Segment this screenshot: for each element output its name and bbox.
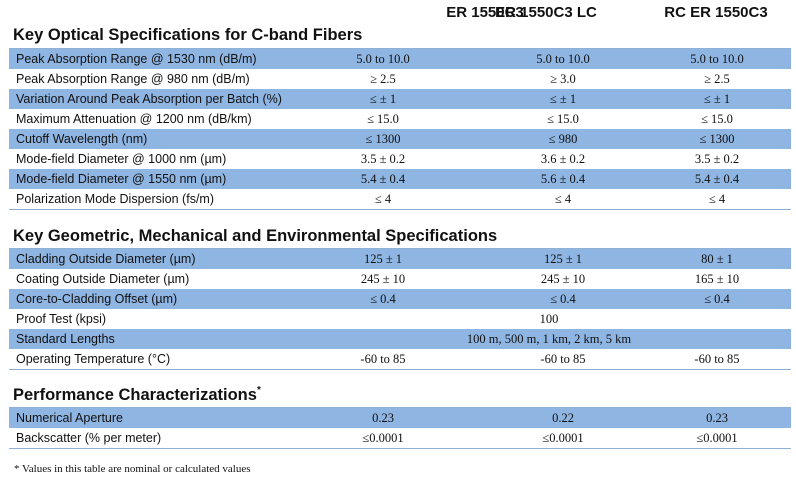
- cell-rc-er: ≤ ± 1: [703, 92, 731, 106]
- cell-er-lc: ≤ 15.0: [547, 112, 579, 126]
- cell-er: ≥ 2.5: [370, 72, 396, 86]
- cell-er-lc: 245 ± 10: [540, 272, 586, 286]
- table-row: Backscatter (% per meter) ≤0.0001 ≤0.000…: [9, 428, 791, 449]
- cell-er-lc: ≤0.0001: [542, 431, 584, 445]
- cell-er: 245 ± 10: [360, 272, 406, 286]
- row-label: Proof Test (kpsi): [16, 312, 107, 326]
- cell-er-lc: ≤ 4: [554, 192, 572, 206]
- cell-rc-er: 0.23: [706, 411, 728, 425]
- row-label: Peak Absorption Range @ 980 nm (dB/m): [16, 72, 250, 86]
- cell-er-lc: 0.22: [552, 411, 574, 425]
- cell-er-lc: 5.6 ± 0.4: [540, 172, 586, 186]
- cell-er-lc: -60 to 85: [540, 352, 586, 366]
- cell-er-lc: ≥ 3.0: [550, 72, 576, 86]
- table-row: Cladding Outside Diameter (µm) 125 ± 1 1…: [9, 249, 791, 270]
- cell-er-lc: 3.6 ± 0.2: [540, 152, 586, 166]
- table-divider: [9, 407, 791, 408]
- row-label: Cutoff Wavelength (nm): [16, 132, 148, 146]
- row-label: Cladding Outside Diameter (µm): [16, 252, 196, 266]
- section-title-performance: Performance Characterizations*: [13, 385, 261, 405]
- cell-er-lc: 5.0 to 10.0: [536, 52, 590, 66]
- table-row: Core-to-Cladding Offset (µm) ≤ 0.4 ≤ 0.4…: [9, 289, 791, 310]
- table-row: Standard Lengths 100 m, 500 m, 1 km, 2 k…: [9, 329, 791, 350]
- row-label: Standard Lengths: [16, 332, 115, 346]
- table-row: Peak Absorption Range @ 980 nm (dB/m) ≥ …: [9, 69, 791, 90]
- section-title-text: Performance Characterizations: [13, 386, 257, 404]
- table-divider: [9, 48, 791, 49]
- table-divider: [9, 248, 791, 249]
- cell-rc-er: 80 ± 1: [701, 252, 733, 266]
- column-header-er-1550c3-lc: ER 1550C3 LC: [495, 4, 597, 21]
- row-label: Backscatter (% per meter): [16, 431, 162, 445]
- cell-spanning: 100 m, 500 m, 1 km, 2 km, 5 km: [466, 332, 632, 346]
- cell-er: 0.23: [372, 411, 394, 425]
- cell-rc-er: 165 ± 10: [694, 272, 740, 286]
- row-label: Numerical Aperture: [16, 411, 123, 425]
- cell-er-lc: ≤ ± 1: [549, 92, 577, 106]
- table-row: Variation Around Peak Absorption per Bat…: [9, 89, 791, 110]
- table-row: Mode-field Diameter @ 1550 nm (µm) 5.4 ±…: [9, 169, 791, 190]
- table-row: Proof Test (kpsi) 100: [9, 309, 791, 330]
- table-row: Coating Outside Diameter (µm) 245 ± 10 2…: [9, 269, 791, 290]
- section-title-geometric: Key Geometric, Mechanical and Environmen…: [13, 227, 498, 245]
- cell-er: ≤ 15.0: [367, 112, 399, 126]
- cell-rc-er: ≤ 1300: [699, 132, 735, 146]
- row-label: Core-to-Cladding Offset (µm): [16, 292, 178, 306]
- cell-er-lc: ≤ 980: [548, 132, 578, 146]
- footnote: * Values in this table are nominal or ca…: [14, 463, 251, 475]
- cell-er-lc: ≤ 0.4: [550, 292, 576, 306]
- section-title-optical: Key Optical Specifications for C-band Fi…: [13, 26, 363, 44]
- table-row: Polarization Mode Dispersion (fs/m) ≤ 4 …: [9, 189, 791, 210]
- cell-er: ≤ 0.4: [370, 292, 396, 306]
- table-row: Operating Temperature (°C) -60 to 85 -60…: [9, 349, 791, 370]
- table-row: Maximum Attenuation @ 1200 nm (dB/km) ≤ …: [9, 109, 791, 130]
- cell-rc-er: 5.0 to 10.0: [690, 52, 744, 66]
- row-label: Mode-field Diameter @ 1550 nm (µm): [16, 172, 227, 186]
- column-header-er-1550c3: ER 1550C3: [446, 4, 524, 21]
- cell-er: ≤ 4: [374, 192, 392, 206]
- cell-rc-er: 5.4 ± 0.4: [694, 172, 740, 186]
- row-label: Mode-field Diameter @ 1000 nm (µm): [16, 152, 227, 166]
- table-row: Mode-field Diameter @ 1000 nm (µm) 3.5 ±…: [9, 149, 791, 170]
- table-row: Peak Absorption Range @ 1530 nm (dB/m) 5…: [9, 49, 791, 70]
- row-label: Operating Temperature (°C): [16, 352, 171, 366]
- table-row: Cutoff Wavelength (nm) ≤ 1300 ≤ 980 ≤ 13…: [9, 129, 791, 150]
- footnote-mark: *: [256, 385, 261, 396]
- cell-rc-er: ≤ 15.0: [701, 112, 733, 126]
- cell-spanning: 100: [539, 312, 559, 326]
- cell-er-lc: 125 ± 1: [543, 252, 583, 266]
- cell-er: 125 ± 1: [363, 252, 403, 266]
- row-label: Variation Around Peak Absorption per Bat…: [16, 92, 282, 106]
- cell-er: 5.4 ± 0.4: [360, 172, 406, 186]
- cell-rc-er: 3.5 ± 0.2: [694, 152, 740, 166]
- cell-er: 3.5 ± 0.2: [360, 152, 406, 166]
- row-label: Peak Absorption Range @ 1530 nm (dB/m): [16, 52, 257, 66]
- table-row: Numerical Aperture 0.23 0.22 0.23: [9, 408, 791, 429]
- cell-rc-er: ≤ 4: [708, 192, 726, 206]
- row-label: Coating Outside Diameter (µm): [16, 272, 190, 286]
- cell-er: 5.0 to 10.0: [356, 52, 410, 66]
- cell-rc-er: -60 to 85: [694, 352, 740, 366]
- cell-rc-er: ≤ 0.4: [704, 292, 730, 306]
- cell-rc-er: ≤0.0001: [696, 431, 738, 445]
- cell-er: ≤ 1300: [365, 132, 401, 146]
- cell-rc-er: ≥ 2.5: [704, 72, 730, 86]
- column-header-rc-er-1550c3: RC ER 1550C3: [664, 4, 768, 21]
- cell-er: ≤0.0001: [362, 431, 404, 445]
- cell-er: -60 to 85: [360, 352, 406, 366]
- row-label: Polarization Mode Dispersion (fs/m): [16, 192, 214, 206]
- row-label: Maximum Attenuation @ 1200 nm (dB/km): [16, 112, 252, 126]
- cell-er: ≤ ± 1: [369, 92, 397, 106]
